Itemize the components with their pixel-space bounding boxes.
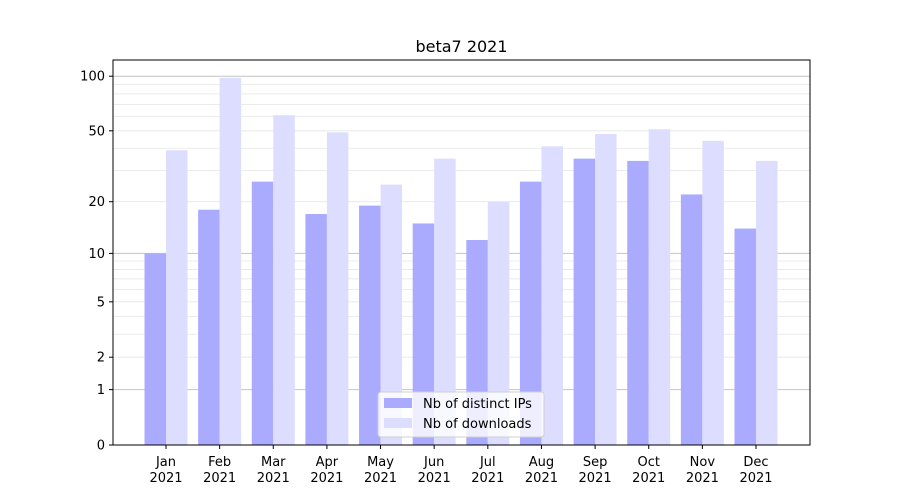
bar-distinct-ips bbox=[519, 181, 542, 445]
bar-distinct-ips bbox=[680, 194, 703, 445]
y-tick-label: 20 bbox=[88, 195, 105, 210]
x-tick-label: 2021 bbox=[739, 471, 772, 486]
x-tick-label: Oct bbox=[637, 455, 659, 470]
x-tick-label: 2021 bbox=[149, 471, 182, 486]
x-tick-label: 2021 bbox=[525, 471, 558, 486]
bar-distinct-ips bbox=[144, 253, 166, 445]
bar-distinct-ips bbox=[412, 223, 435, 445]
x-tick-label: 2021 bbox=[257, 471, 290, 486]
plot-frame bbox=[112, 59, 811, 446]
x-tick-label: 2021 bbox=[364, 471, 397, 486]
x-tick-label: Jan bbox=[155, 455, 176, 470]
x-tick-label: Nov bbox=[690, 455, 716, 470]
bar-distinct-ips bbox=[305, 214, 327, 445]
x-tick-label: 2021 bbox=[203, 471, 236, 486]
y-axis: 0 1 2 5 10 20 50 100 bbox=[80, 70, 113, 454]
bar-distinct-ips bbox=[573, 158, 596, 446]
x-tick-label: 2021 bbox=[310, 471, 343, 486]
legend-swatch bbox=[384, 398, 412, 408]
bar-downloads bbox=[756, 160, 778, 445]
y-tick-label: 10 bbox=[88, 247, 105, 262]
x-axis: Jan2021Feb2021Mar2021Apr2021May2021Jun20… bbox=[149, 445, 773, 486]
y-tick-label: 1 bbox=[97, 383, 105, 398]
bar-distinct-ips bbox=[627, 160, 649, 445]
x-tick-label: Mar bbox=[261, 455, 286, 470]
bar-distinct-ips bbox=[198, 209, 220, 445]
bar-downloads bbox=[487, 201, 510, 445]
bar-downloads bbox=[326, 132, 349, 445]
x-tick-label: May bbox=[367, 455, 394, 470]
bars bbox=[144, 77, 778, 446]
legend-swatch bbox=[384, 418, 412, 428]
x-tick-label: Apr bbox=[316, 455, 339, 470]
legend-label: Nb of distinct IPs bbox=[423, 397, 532, 412]
y-tick-label: 5 bbox=[97, 295, 105, 310]
x-tick-label: 2021 bbox=[471, 471, 504, 486]
bar-downloads bbox=[541, 146, 563, 445]
x-tick-label: Aug bbox=[529, 455, 554, 470]
bar-distinct-ips bbox=[734, 228, 756, 445]
y-tick-label: 100 bbox=[80, 70, 105, 85]
bar-downloads bbox=[273, 115, 295, 446]
bar-distinct-ips bbox=[359, 205, 381, 445]
legend: Nb of distinct IPs Nb of downloads bbox=[377, 391, 545, 438]
bar-downloads bbox=[595, 134, 617, 446]
bar-downloads bbox=[380, 184, 403, 445]
x-tick-label: Jun bbox=[423, 455, 444, 470]
bar-downloads bbox=[434, 158, 456, 446]
y-tick-label: 0 bbox=[97, 439, 105, 454]
x-tick-label: 2021 bbox=[632, 471, 665, 486]
x-tick-label: Sep bbox=[583, 455, 608, 470]
chart-title: beta7 2021 bbox=[415, 37, 507, 56]
x-tick-label: 2021 bbox=[579, 471, 612, 486]
y-tick-label: 2 bbox=[97, 351, 105, 366]
x-tick-label: 2021 bbox=[686, 471, 719, 486]
x-tick-label: Feb bbox=[208, 455, 231, 470]
x-tick-label: Dec bbox=[743, 455, 768, 470]
legend-label: Nb of downloads bbox=[423, 417, 532, 432]
x-tick-label: 2021 bbox=[418, 471, 451, 486]
bar-downloads bbox=[648, 129, 671, 446]
bar-distinct-ips bbox=[251, 181, 274, 445]
bar-downloads bbox=[219, 77, 242, 445]
bar-downloads bbox=[702, 140, 724, 445]
y-tick-label: 50 bbox=[88, 124, 105, 139]
bar-downloads bbox=[166, 150, 188, 446]
x-tick-label: Jul bbox=[479, 455, 496, 470]
legend-box bbox=[377, 391, 545, 438]
